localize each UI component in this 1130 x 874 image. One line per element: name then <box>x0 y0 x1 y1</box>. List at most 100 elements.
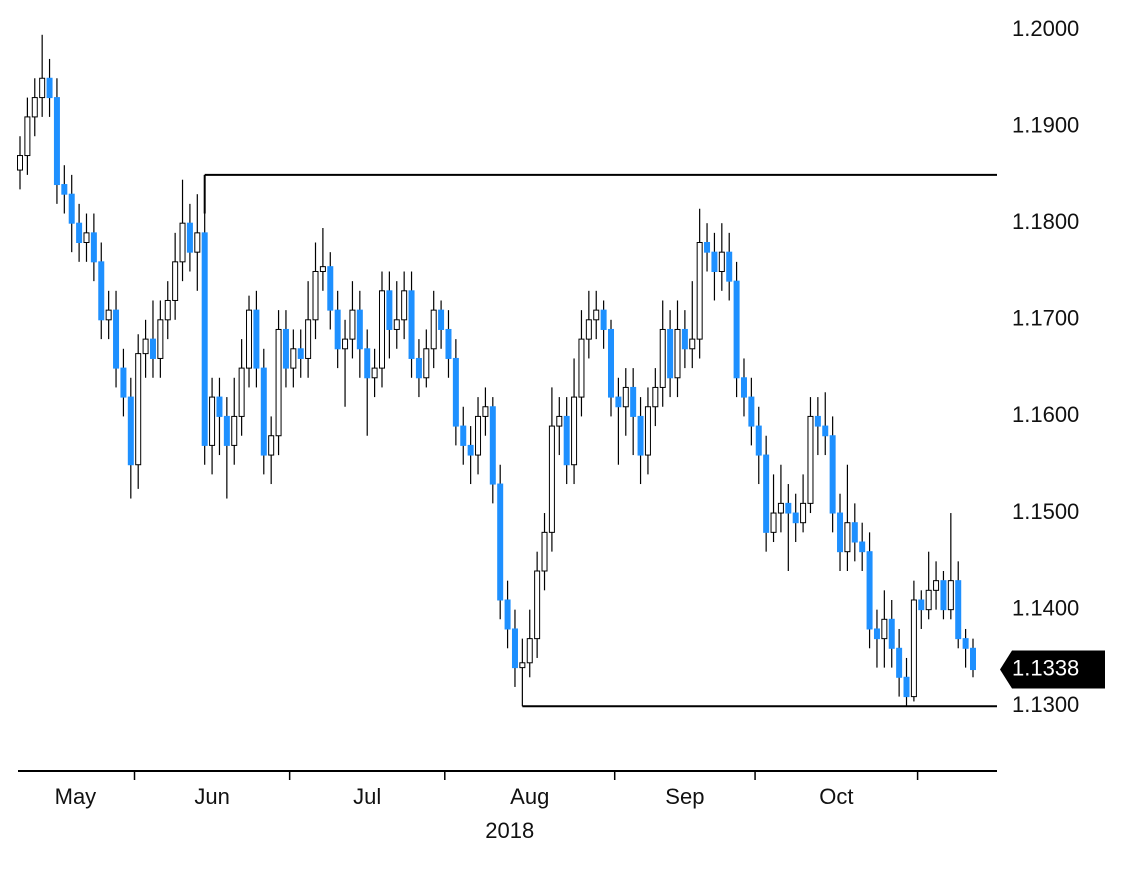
x-tick-label: Sep <box>665 784 704 809</box>
candle-body <box>822 425 829 437</box>
candle-body <box>504 599 511 630</box>
candle-body <box>888 618 895 649</box>
candle-body <box>253 309 260 369</box>
candle-body <box>859 541 866 553</box>
candle-body <box>637 415 644 456</box>
candle-body <box>430 309 437 350</box>
candle-body <box>386 290 393 330</box>
candle-body <box>135 353 142 466</box>
candle-body <box>711 251 718 272</box>
y-tick-label: 1.1300 <box>1012 692 1079 717</box>
candle-body <box>837 512 844 553</box>
y-tick-label: 1.1700 <box>1012 306 1079 331</box>
candle-body <box>149 338 156 359</box>
candle-body <box>541 531 548 572</box>
candle-body <box>342 338 349 350</box>
candle-body <box>622 386 629 408</box>
candle-body <box>608 328 615 398</box>
candle-body <box>142 338 149 355</box>
candle-body <box>319 266 326 272</box>
candle-body <box>305 319 312 359</box>
candle-body <box>955 580 962 640</box>
candle-body <box>844 522 851 553</box>
candle-body <box>667 328 674 379</box>
candle-body <box>733 280 740 379</box>
candle-body <box>90 232 97 263</box>
candle-body <box>489 406 496 485</box>
candle-body <box>696 242 703 340</box>
candle-body <box>282 328 289 369</box>
candle-body <box>246 309 253 369</box>
candle-body <box>105 309 112 321</box>
candle-body <box>172 261 179 301</box>
candle-body <box>39 77 46 99</box>
candle-body <box>777 502 784 514</box>
candle-body <box>408 290 415 359</box>
candle-body <box>68 193 75 224</box>
candle-body <box>755 425 762 456</box>
candle-body <box>785 502 792 514</box>
candle-body <box>467 444 474 456</box>
candle-body <box>223 415 230 446</box>
y-tick-label: 1.1900 <box>1012 112 1079 137</box>
candle-body <box>260 367 267 456</box>
candle-body <box>238 367 245 417</box>
candle-body <box>947 580 954 611</box>
candle-body <box>578 338 585 398</box>
candle-body <box>615 396 622 408</box>
candle-body <box>807 415 814 504</box>
x-tick-label: Oct <box>819 784 853 809</box>
candle-body <box>53 97 60 186</box>
y-tick-label: 1.2000 <box>1012 16 1079 41</box>
candle-body <box>933 580 940 591</box>
candle-body <box>800 502 807 524</box>
candle-body <box>113 309 120 369</box>
candle-body <box>164 299 171 321</box>
candle-body <box>829 435 836 514</box>
x-tick-label: May <box>55 784 97 809</box>
candle-body <box>962 638 969 649</box>
candle-body <box>24 116 31 157</box>
candle-body <box>681 328 688 350</box>
candle-body <box>423 348 430 379</box>
year-label: 2018 <box>485 818 534 843</box>
candle-body <box>873 628 880 640</box>
candle-body <box>438 309 445 330</box>
candle-body <box>571 396 578 466</box>
candle-body <box>31 97 38 118</box>
candle-body <box>194 232 201 253</box>
candle-body <box>718 251 725 272</box>
candle-body <box>127 396 134 466</box>
candle-body <box>563 415 570 466</box>
candle-body <box>740 377 747 398</box>
candle-body <box>179 222 186 263</box>
candle-body <box>356 309 363 350</box>
last-price-label: 1.1338 <box>1012 655 1079 680</box>
candle-body <box>334 309 341 350</box>
candle-body <box>896 647 903 678</box>
candle-body <box>297 348 304 359</box>
candle-body <box>460 425 467 446</box>
candle-body <box>120 367 127 398</box>
candle-body <box>275 328 282 437</box>
candle-body <box>652 386 659 408</box>
candle-body <box>216 396 223 417</box>
candle-body <box>61 184 68 195</box>
candle-body <box>792 512 799 524</box>
x-tick-label: Aug <box>510 784 549 809</box>
candle-body <box>231 415 238 446</box>
candle-body <box>763 454 770 533</box>
candle-body <box>644 406 651 456</box>
candle-body <box>918 599 925 611</box>
candle-body <box>940 580 947 611</box>
candle-body <box>534 570 541 640</box>
candle-body <box>726 251 733 282</box>
candle-body <box>209 396 216 446</box>
candle-body <box>393 319 400 330</box>
candle-body <box>674 328 681 379</box>
y-tick-label: 1.1500 <box>1012 499 1079 524</box>
candle-body <box>748 396 755 427</box>
candle-body <box>76 222 83 244</box>
candle-body <box>349 309 356 340</box>
candle-body <box>689 338 696 350</box>
